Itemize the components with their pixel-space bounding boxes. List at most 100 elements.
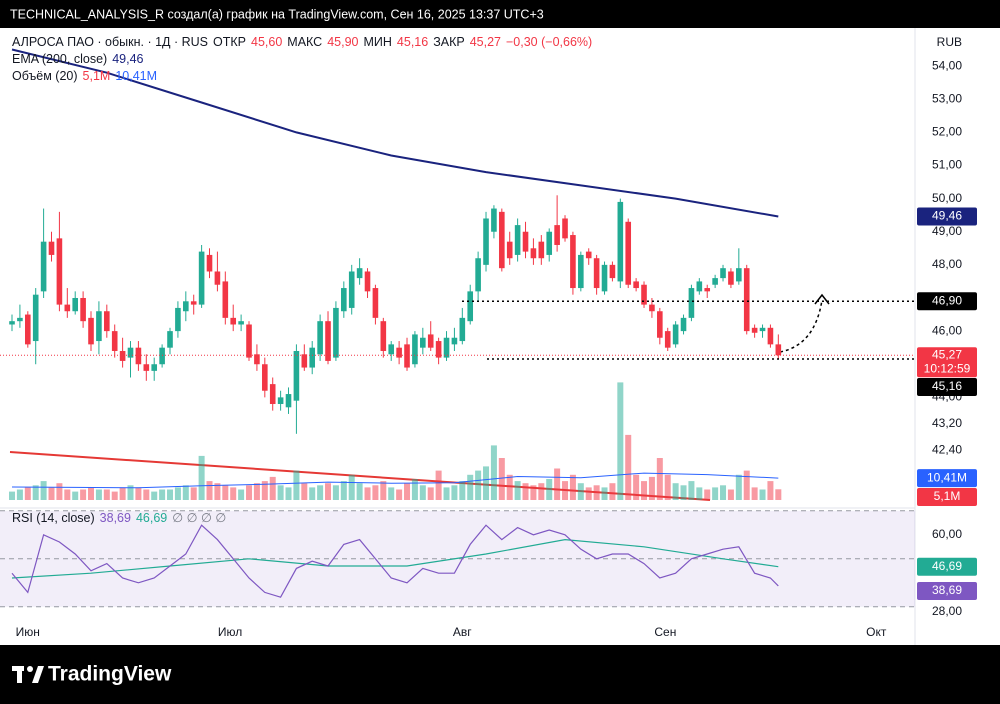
candle-body (32, 294, 39, 342)
volume-bar (585, 487, 592, 500)
volume-bar (143, 489, 150, 500)
volume-bar (609, 483, 616, 500)
candle-body (190, 301, 197, 305)
volume-bar (404, 483, 411, 500)
volume-bar (238, 489, 245, 500)
candle-body (625, 221, 632, 285)
candle-body (238, 321, 244, 325)
candle-body (230, 317, 237, 325)
volume-bar (167, 489, 174, 500)
volume-bar (206, 481, 213, 500)
candle-body (64, 304, 71, 312)
candle-body (167, 331, 173, 348)
candle-body (396, 347, 402, 358)
candle-body (704, 288, 711, 292)
volume-bar (64, 489, 71, 500)
rsi-ma-badge-bg (917, 557, 977, 576)
candle-body (333, 307, 339, 358)
volume-bar (514, 481, 521, 500)
volume-bar (569, 474, 576, 500)
volume-bar (601, 487, 608, 500)
volume-bar (688, 481, 695, 500)
volume-bar (767, 481, 774, 500)
volume-bar (577, 483, 584, 500)
price-badge-bg (917, 347, 977, 378)
candle-body (143, 364, 150, 371)
volume-bar (222, 485, 229, 500)
volume-bar (293, 470, 300, 500)
volume-bar (530, 485, 537, 500)
volume-bar (396, 489, 403, 500)
candle-body (696, 281, 703, 292)
candle-body (119, 350, 126, 361)
rsi-ma-badge: 46,69 (932, 559, 962, 573)
volume-bar (427, 487, 434, 500)
volume-bar (317, 485, 324, 500)
volume-bar (325, 483, 332, 500)
rsi-tick-label: 28,00 (932, 604, 962, 618)
volume-bar (641, 481, 648, 500)
candle-body (593, 258, 600, 289)
candle-body (649, 304, 655, 312)
volume-bar (190, 487, 197, 500)
volume-bar (672, 483, 679, 500)
candle-body (491, 208, 497, 232)
rsi-value: 38,69 (99, 511, 131, 525)
candle-body (514, 225, 521, 255)
volume-bar (680, 485, 687, 500)
candle-body (688, 288, 695, 318)
volume-bar (554, 468, 561, 500)
volume-bar (443, 487, 450, 500)
candle-body (672, 324, 679, 345)
close-label: ЗАКР (433, 35, 465, 49)
volume-bar (24, 487, 31, 500)
candle-body (427, 334, 434, 348)
candle-body (657, 311, 663, 338)
logo (12, 666, 44, 683)
volume-bar (727, 489, 734, 500)
y-tick-label: 43,20 (932, 416, 962, 430)
y-tick-label: 51,00 (932, 158, 962, 172)
y-tick-label: 46,00 (932, 323, 962, 337)
rsi-ma-value: 46,69 (135, 511, 168, 525)
volume-bar (364, 487, 371, 500)
volume-bar (743, 470, 750, 500)
candle-body (712, 278, 718, 285)
legend-rsi: RSI (14, close) 38,69 46,69 ∅ ∅ ∅ ∅ (12, 510, 231, 525)
candle-body (522, 231, 529, 252)
volume-bar (103, 489, 110, 500)
candle-body (743, 268, 750, 332)
volume-bar (775, 489, 782, 500)
volume-bar (435, 470, 442, 500)
volume-bar (633, 474, 640, 500)
candle-body (728, 271, 734, 285)
price-badge: 45,27 (932, 347, 962, 361)
candle-body (96, 311, 102, 342)
candle-body (9, 321, 15, 325)
candle-body (40, 241, 47, 292)
open-label: ОТКР (213, 35, 246, 49)
volume-badge-bg (917, 488, 977, 506)
volume-bar (380, 481, 387, 500)
candle-body (285, 394, 292, 408)
volume-bar (246, 485, 253, 500)
low-label: МИН (363, 35, 392, 49)
volume-ma-value: 10,41M (115, 69, 158, 83)
candle-body (348, 271, 355, 308)
level-badge-bg (917, 377, 977, 396)
candle-body (80, 297, 86, 322)
candle-body (562, 218, 568, 239)
volume-bar (751, 487, 758, 500)
volume-bar (648, 476, 655, 500)
candle-body (467, 291, 474, 322)
volume-bar (522, 483, 529, 500)
volume-bar (214, 483, 221, 500)
candle-body (412, 334, 418, 365)
candle-body (388, 344, 395, 355)
candle-body (404, 344, 410, 368)
volume-bar (704, 489, 711, 500)
candle-body (483, 218, 489, 265)
candle-body (570, 235, 576, 289)
candle-body (775, 344, 782, 356)
candle-body (664, 331, 671, 348)
